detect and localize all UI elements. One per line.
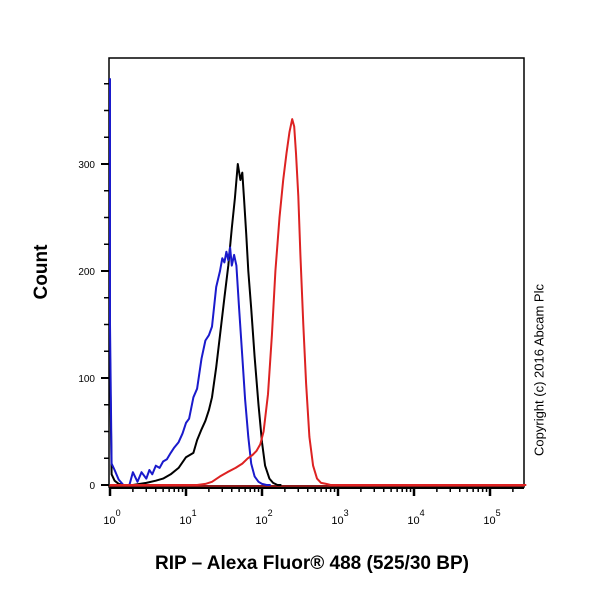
copyright-notice: Copyright (c) 2016 Abcam Plc [531, 284, 547, 456]
plot-frame [108, 57, 525, 488]
x-tick-label: 103 [331, 508, 348, 527]
x-tick-label: 104 [407, 508, 424, 527]
x-tick-label: 100 [103, 508, 120, 527]
y-axis-label: Count [31, 244, 52, 300]
x-tick-label: 105 [483, 508, 500, 527]
histogram-series [109, 78, 527, 487]
red-histogram-line [110, 118, 527, 486]
x-tick-label: 101 [179, 508, 196, 527]
y-tick-label: 0 [89, 481, 95, 492]
black-histogram-line [109, 78, 282, 486]
y-axis: 0 100 200 300 [78, 83, 109, 492]
y-tick-label: 300 [78, 160, 95, 171]
x-axis: 100 101 102 103 104 105 [103, 487, 524, 527]
y-tick-label: 100 [78, 374, 95, 385]
x-tick-label: 102 [255, 508, 272, 527]
x-axis-label: RIP – Alexa Fluor® 488 (525/30 BP) [155, 553, 469, 574]
blue-histogram-line [109, 78, 271, 486]
y-tick-label: 200 [78, 267, 95, 278]
